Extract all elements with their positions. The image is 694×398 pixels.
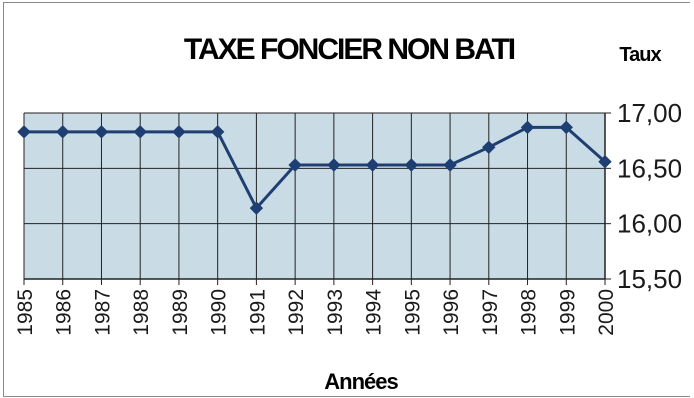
x-tick-label: 1997 xyxy=(479,289,502,336)
data-point xyxy=(249,201,264,215)
data-point xyxy=(172,125,186,139)
data-point xyxy=(17,125,31,139)
x-tick-label: 1992 xyxy=(285,289,308,336)
x-tick-label: 1985 xyxy=(14,289,37,336)
data-point xyxy=(210,125,225,139)
series-line xyxy=(24,125,606,210)
plot-background xyxy=(24,113,605,279)
data-point xyxy=(327,158,341,172)
chart-title: TAXE FONCIER NON BATI xyxy=(184,33,515,66)
x-tick-label: 1994 xyxy=(363,289,386,336)
x-tick-label: 2000 xyxy=(595,289,618,336)
chart-frame: TAXE FONCIER NON BATI Taux Années 17,00 1… xyxy=(3,2,690,397)
x-tick-label: 1987 xyxy=(91,289,114,336)
plot-area: 17,00 16,50 16,00 15,50 1985 1986 1987 1988 1989… xyxy=(14,98,682,336)
data-point xyxy=(559,120,573,135)
x-tick-label: 1989 xyxy=(169,289,192,336)
y-tick-label: 16,00 xyxy=(617,209,682,239)
x-tick-label: 1988 xyxy=(130,289,153,336)
x-tick-label: 1991 xyxy=(246,289,269,336)
x-axis-title: Années xyxy=(324,369,398,394)
y-tick-label: 15,50 xyxy=(617,264,682,294)
data-point xyxy=(288,158,302,172)
x-tick-label: 1996 xyxy=(440,289,463,336)
x-tick-label: 1998 xyxy=(518,289,541,336)
y-tick-label: 17,00 xyxy=(617,98,682,128)
line-chart: TAXE FONCIER NON BATI Taux Années 17,001… xyxy=(14,33,682,394)
data-point xyxy=(598,154,612,169)
data-point xyxy=(443,158,457,172)
data-point xyxy=(520,120,535,135)
data-point xyxy=(94,125,109,139)
y-tick-label: 16,50 xyxy=(617,153,682,183)
x-tick-label: 1986 xyxy=(53,289,76,336)
data-point xyxy=(365,158,380,172)
data-point xyxy=(56,125,70,139)
x-tick-label: 1990 xyxy=(208,289,231,336)
data-point xyxy=(133,125,147,139)
data-point xyxy=(482,140,496,155)
x-tick-label: 1993 xyxy=(324,289,347,336)
data-point xyxy=(404,158,419,172)
y-axis-unit-label: Taux xyxy=(619,44,661,66)
x-tick-label: 1999 xyxy=(556,289,579,336)
x-tick-label: 1995 xyxy=(401,289,424,336)
